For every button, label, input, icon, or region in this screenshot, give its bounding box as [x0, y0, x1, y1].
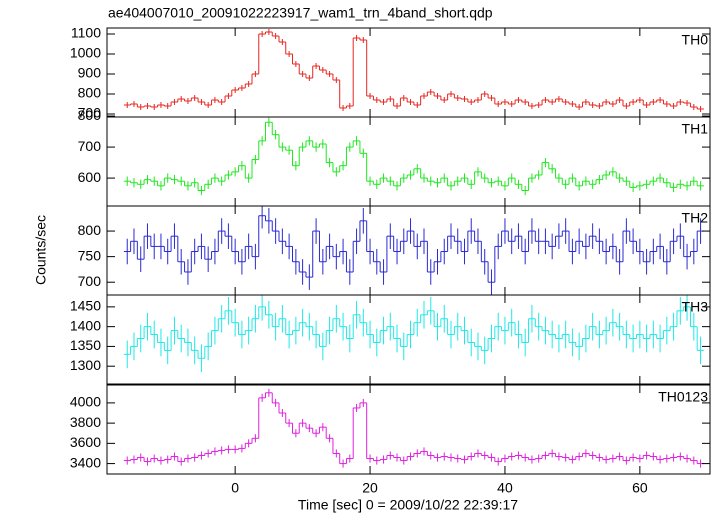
- x-tick-label: 60: [632, 480, 648, 496]
- panel-frame: [106, 384, 711, 475]
- y-tick-label: 1350: [70, 337, 101, 353]
- x-tick-label: 0: [231, 480, 239, 496]
- panel-frame: [106, 294, 711, 385]
- y-tick-label: 800: [78, 222, 102, 238]
- panel-frame: [106, 116, 711, 207]
- panel-label: TH1: [682, 121, 709, 137]
- y-tick-label: 3400: [70, 454, 101, 470]
- y-tick-label: 800: [78, 85, 102, 101]
- panel-label: TH0123: [658, 389, 708, 405]
- y-tick-label: 1400: [70, 317, 101, 333]
- y-tick-label: 3600: [70, 434, 101, 450]
- y-tick-label: 600: [78, 169, 102, 185]
- y-tick-label: 750: [78, 247, 102, 263]
- y-tick-label: 1100: [71, 25, 101, 41]
- panel-label: TH0: [682, 32, 709, 48]
- y-tick-label: 700: [78, 105, 102, 121]
- y-tick-label: 800: [78, 107, 102, 123]
- x-tick-label: 20: [362, 480, 378, 496]
- y-tick-label: 3800: [70, 414, 101, 430]
- y-tick-label: 1000: [70, 45, 101, 61]
- y-axis-label: Counts/sec: [33, 215, 49, 285]
- y-tick-label: 1450: [70, 298, 101, 314]
- chart-title: ae404007010_20091022223917_wam1_trn_4ban…: [108, 5, 493, 21]
- y-tick-label: 700: [78, 138, 102, 154]
- y-tick-label: 700: [78, 273, 102, 289]
- x-tick-label: 40: [497, 480, 513, 496]
- panel-label: TH2: [682, 210, 709, 226]
- y-tick-label: 900: [78, 65, 102, 81]
- x-axis-label: Time [sec] 0 = 2009/10/22 22:39:17: [298, 497, 518, 513]
- panel-label: TH3: [682, 299, 709, 315]
- y-tick-label: 4000: [70, 394, 101, 410]
- y-tick-label: 1300: [70, 357, 101, 373]
- panel-frame: [106, 27, 711, 118]
